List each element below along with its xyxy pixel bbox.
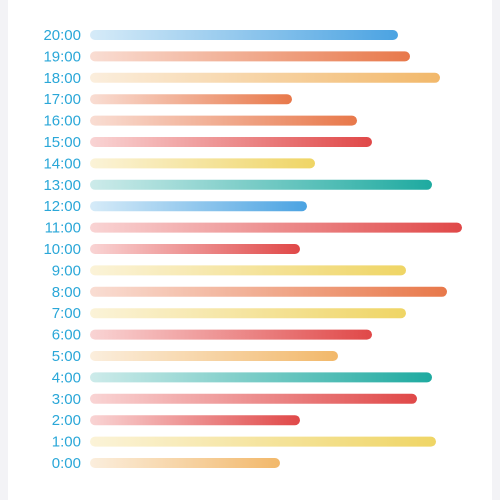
y-tick-label: 17:00	[43, 91, 81, 108]
y-tick-label: 12:00	[43, 198, 81, 215]
bars-group	[90, 30, 462, 468]
bar-9-00	[90, 265, 406, 276]
y-tick-label: 14:00	[43, 155, 81, 172]
y-tick-label: 11:00	[45, 220, 81, 237]
bar-15-00	[90, 137, 372, 147]
bar-20-00	[90, 30, 398, 40]
bar-4-00	[90, 372, 432, 383]
y-tick-label: 3:00	[52, 391, 81, 408]
chart-card: 0:00 1:00 2:00 3:00 4:00 5:00 6:00 7:00 8:00 9:00…	[8, 0, 492, 500]
y-tick-label: 8:00	[52, 284, 81, 301]
y-tick-label: 15:00	[43, 134, 81, 151]
bar-6-00	[90, 329, 372, 340]
y-tick-label: 2:00	[52, 412, 81, 429]
y-tick-label: 5:00	[52, 348, 81, 365]
bar-13-00	[90, 179, 432, 190]
bar-16-00	[90, 115, 357, 126]
y-tick-label: 16:00	[43, 113, 81, 130]
bar-2-00	[90, 415, 300, 426]
bar-7-00	[90, 308, 406, 319]
y-tick-label: 10:00	[43, 241, 81, 258]
y-tick-label: 18:00	[43, 70, 81, 87]
y-tick-labels: 0:00 1:00 2:00 3:00 4:00 5:00 6:00 7:00 8:00 9:00…	[43, 27, 81, 472]
horizontal-bar-chart: 0:00 1:00 2:00 3:00 4:00 5:00 6:00 7:00 8:00 9:00…	[43, 27, 462, 472]
bar-19-00	[90, 51, 410, 62]
y-tick-label: 19:00	[43, 48, 81, 65]
bar-10-00	[90, 244, 300, 254]
y-tick-label: 7:00	[52, 305, 81, 322]
bar-5-00	[90, 351, 338, 361]
bar-8-00	[90, 286, 447, 297]
y-tick-label: 1:00	[52, 434, 81, 451]
bar-1-00	[90, 436, 436, 447]
y-tick-label: 13:00	[43, 177, 81, 194]
bar-12-00	[90, 201, 307, 212]
bar-18-00	[90, 72, 440, 83]
y-tick-label: 20:00	[43, 27, 81, 44]
y-tick-label: 9:00	[52, 262, 81, 279]
bar-3-00	[90, 393, 417, 404]
y-tick-label: 0:00	[52, 455, 81, 472]
bar-14-00	[90, 158, 315, 169]
bar-11-00	[90, 222, 462, 233]
y-tick-label: 4:00	[52, 369, 81, 386]
bar-0-00	[90, 458, 280, 468]
y-tick-label: 6:00	[52, 327, 81, 344]
bar-17-00	[90, 94, 292, 105]
